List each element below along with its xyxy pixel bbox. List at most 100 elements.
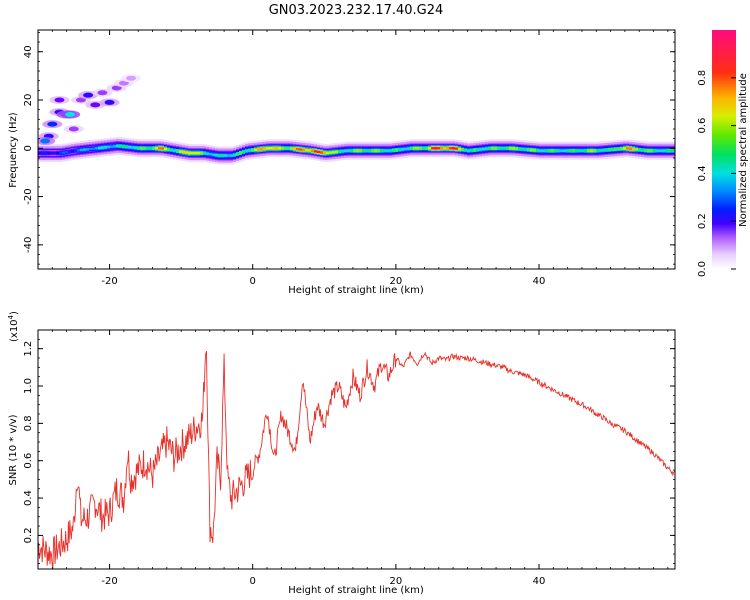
heatmap-cell: [494, 147, 498, 150]
x-tick-label: 20: [389, 276, 402, 287]
heatmap-x-ticks: -20 0 20 40: [37, 30, 669, 287]
heatmap-cell: [533, 149, 537, 152]
heatmap-cell: [668, 149, 672, 152]
heatmap-cell: [47, 151, 51, 155]
heatmap-cell: [656, 149, 660, 152]
heatmap-cell: [341, 150, 345, 153]
heatmap-cell: [488, 147, 492, 150]
heatmap-cell: [491, 147, 495, 150]
colorbar-tick-label: 0.2: [697, 213, 708, 229]
heatmap-cell: [422, 147, 426, 150]
heatmap-cell: [413, 147, 417, 150]
heatmap-cell: [101, 146, 105, 149]
heatmap-cell: [344, 149, 348, 153]
heatmap-cell: [572, 149, 576, 152]
heatmap-cell: [242, 150, 246, 154]
colorbar: 0.0 0.2 0.4 0.6 0.8 Normalized spectral ampl…: [697, 30, 749, 277]
heatmap-cell: [116, 144, 120, 148]
heatmap-cell: [254, 148, 258, 151]
heatmap-cell: [452, 147, 456, 150]
heatmap-cell: [167, 148, 171, 151]
heatmap-blob-core: [118, 80, 129, 86]
heatmap-cell: [62, 151, 66, 154]
heatmap-cell: [155, 147, 159, 150]
heatmap-cell: [251, 148, 255, 152]
heatmap-cell: [560, 149, 564, 152]
heatmap-blob-core: [75, 97, 86, 103]
heatmap-cell: [536, 149, 540, 152]
colorbar-tick-label: 0.6: [697, 118, 708, 134]
x-tick-label: 20: [389, 576, 402, 587]
heatmap-cell: [104, 146, 108, 149]
y-tick-label: 0.4: [23, 490, 34, 506]
heatmap-cell: [464, 148, 468, 152]
heatmap-cell: [569, 149, 573, 152]
heatmap-cell: [239, 151, 243, 155]
colorbar-tick-label: 0.4: [697, 165, 708, 181]
heatmap-cell: [56, 151, 60, 155]
heatmap-cell: [290, 147, 294, 150]
heatmap-cell: [398, 148, 402, 151]
heatmap-cell: [647, 149, 651, 152]
heatmap-cell: [212, 153, 216, 156]
heatmap-cell: [635, 148, 639, 151]
heatmap-cell: [335, 150, 339, 154]
snr-multiplier-close: ): [9, 311, 20, 315]
heatmap-cell: [365, 149, 369, 152]
y-tick-label: -40: [23, 237, 34, 253]
heatmap-cell: [575, 149, 579, 152]
heatmap-cell: [329, 151, 333, 154]
heatmap-cell: [578, 149, 582, 152]
snr-y-multiplier: (x104): [7, 311, 20, 342]
heatmap-frame: [37, 29, 676, 270]
heatmap-cell: [629, 147, 633, 150]
heatmap-cell: [383, 149, 387, 152]
heatmap-cell: [158, 147, 162, 150]
heatmap-cell: [623, 147, 627, 150]
heatmap-cell: [404, 147, 408, 151]
heatmap-cell: [374, 149, 378, 152]
heatmap-cell: [83, 148, 87, 151]
heatmap-cell: [215, 154, 219, 157]
heatmap-cell: [77, 149, 81, 152]
heatmap-cell: [173, 149, 177, 152]
heatmap-cell: [368, 149, 372, 152]
heatmap-cell: [446, 147, 450, 150]
heatmap-cell: [269, 147, 273, 150]
heatmap-cell: [455, 147, 459, 150]
heatmap-cell: [506, 147, 510, 150]
heatmap-cell: [260, 147, 264, 151]
y-tick-label: 0.6: [23, 453, 34, 469]
heatmap-cell: [500, 147, 504, 150]
heatmap-blob-core: [104, 99, 115, 105]
figure-title: GN03.2023.232.17.40.G24: [269, 3, 444, 18]
y-tick-label: 0.2: [23, 527, 34, 543]
heatmap-cell: [125, 145, 129, 149]
heatmap-cell: [86, 148, 90, 151]
snr-multiplier-exponent: 4: [7, 314, 15, 319]
snr-multiplier-base: (x10: [9, 319, 20, 342]
snr-x-label: Height of straight line (km): [288, 585, 424, 596]
heatmap-cell: [323, 151, 327, 155]
heatmap-cell: [461, 148, 465, 151]
heatmap-cell: [98, 146, 102, 150]
heatmap-cell: [110, 145, 114, 148]
heatmap-cell: [470, 149, 474, 152]
heatmap-cell: [440, 147, 444, 150]
x-tick-label: -20: [101, 576, 117, 587]
heatmap-blob-core: [83, 92, 94, 98]
heatmap-cell: [530, 148, 534, 152]
heatmap-cell: [113, 145, 117, 148]
heatmap-cell: [236, 152, 240, 156]
heatmap-cell: [503, 147, 507, 150]
heatmap-cell: [74, 149, 78, 152]
heatmap-cell: [176, 149, 180, 153]
heatmap-cell: [614, 148, 618, 151]
heatmap-cell: [608, 148, 612, 151]
heatmap-cell: [296, 147, 300, 151]
heatmap-cell: [89, 147, 93, 151]
heatmap-blob-core: [54, 97, 65, 103]
heatmap-cell: [263, 147, 267, 150]
y-tick-label: 1.2: [23, 341, 34, 357]
